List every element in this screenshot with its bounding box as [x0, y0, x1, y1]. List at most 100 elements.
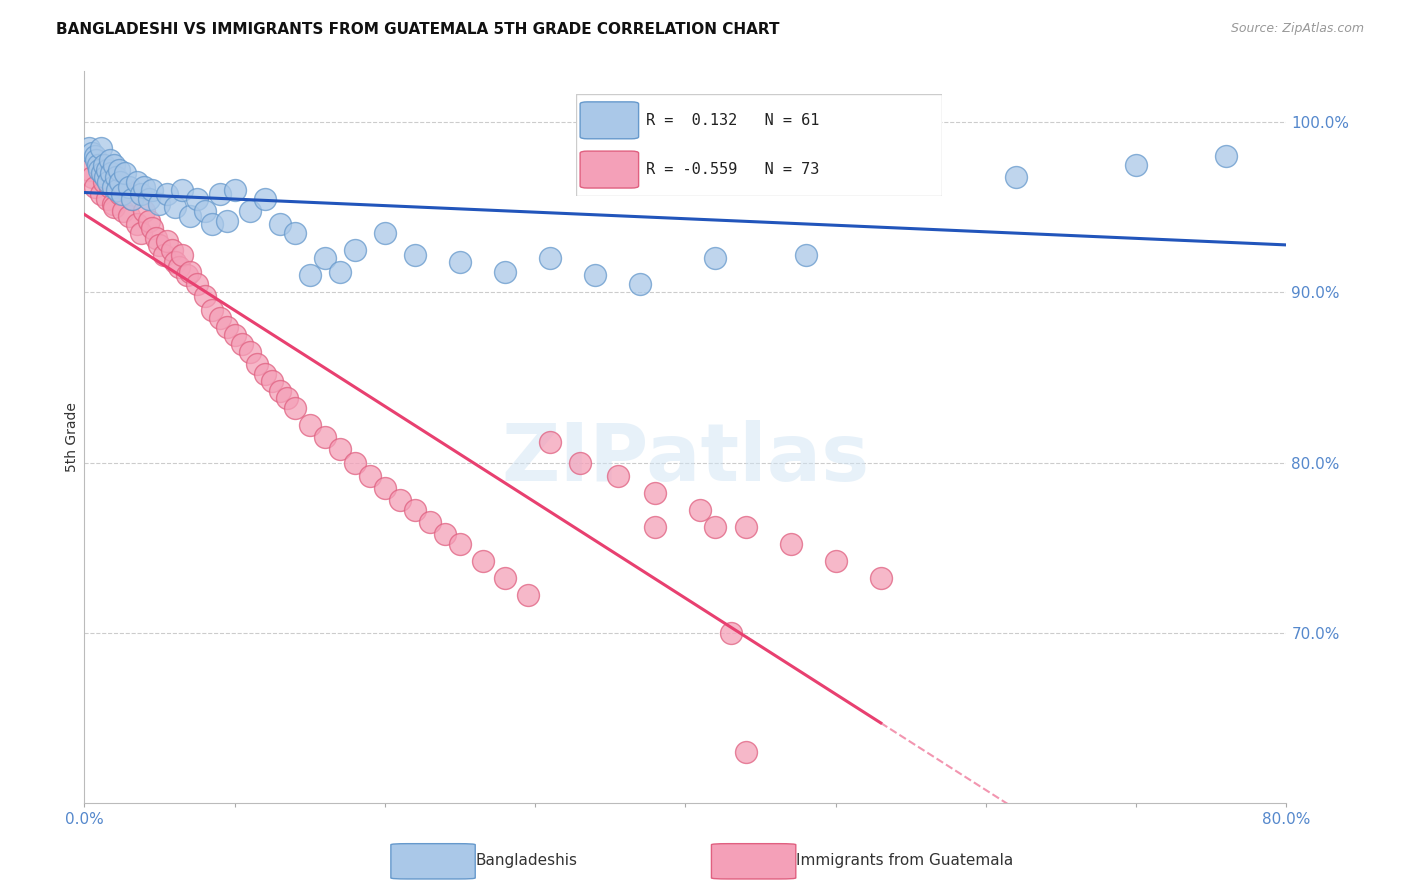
Point — [239, 203, 262, 218]
Point — [689, 503, 711, 517]
Point — [107, 175, 129, 189]
Point — [156, 186, 179, 201]
Point — [644, 520, 666, 534]
Point — [160, 243, 183, 257]
Point — [153, 248, 176, 262]
Point — [1005, 169, 1028, 184]
Point — [253, 367, 276, 381]
Point — [269, 218, 291, 232]
Point — [1125, 158, 1147, 172]
Point — [125, 218, 148, 232]
Point — [343, 243, 366, 257]
Point — [314, 252, 336, 266]
Point — [148, 197, 170, 211]
Point — [98, 180, 121, 194]
Point — [824, 554, 846, 568]
Point — [170, 248, 193, 262]
FancyBboxPatch shape — [581, 151, 638, 188]
Point — [538, 435, 561, 450]
Point — [419, 515, 441, 529]
Point — [87, 158, 110, 172]
Point — [179, 265, 201, 279]
Point — [343, 456, 366, 470]
Point — [89, 163, 111, 178]
Point — [239, 345, 262, 359]
Point — [118, 209, 141, 223]
Point — [224, 183, 246, 197]
Point — [208, 186, 231, 201]
Point — [83, 180, 105, 194]
Point — [176, 268, 198, 283]
Point — [103, 158, 125, 172]
Point — [434, 527, 457, 541]
Text: Source: ZipAtlas.com: Source: ZipAtlas.com — [1230, 22, 1364, 36]
Point — [494, 265, 516, 279]
FancyBboxPatch shape — [576, 94, 942, 196]
Point — [170, 183, 193, 197]
Point — [110, 186, 132, 201]
Point — [583, 268, 606, 283]
Point — [246, 357, 269, 371]
Point — [538, 252, 561, 266]
Point — [179, 209, 201, 223]
Text: Immigrants from Guatemala: Immigrants from Guatemala — [796, 854, 1014, 868]
Point — [186, 192, 208, 206]
Point — [87, 158, 110, 172]
FancyBboxPatch shape — [711, 844, 796, 879]
Text: ZIPatlas: ZIPatlas — [502, 420, 869, 498]
Point — [201, 218, 224, 232]
Point — [131, 226, 153, 240]
Point — [121, 192, 143, 206]
FancyBboxPatch shape — [391, 844, 475, 879]
Point — [134, 203, 156, 218]
Point — [86, 153, 108, 167]
Point — [104, 169, 127, 184]
Point — [494, 571, 516, 585]
Point — [90, 186, 112, 201]
Point — [97, 175, 120, 189]
Point — [471, 554, 494, 568]
Point — [80, 146, 103, 161]
Point — [404, 248, 426, 262]
FancyBboxPatch shape — [581, 102, 638, 139]
Point — [101, 197, 124, 211]
Point — [100, 166, 122, 180]
Point — [77, 141, 100, 155]
Point — [253, 192, 276, 206]
Point — [93, 175, 115, 189]
Point — [163, 255, 186, 269]
Point — [734, 745, 756, 759]
Point — [374, 481, 396, 495]
Point — [704, 252, 727, 266]
Point — [125, 175, 148, 189]
Y-axis label: 5th Grade: 5th Grade — [65, 402, 79, 472]
Point — [276, 391, 298, 405]
Point — [91, 166, 114, 180]
Point — [114, 166, 136, 180]
Point — [108, 163, 131, 178]
Point — [134, 180, 156, 194]
Text: R = -0.559   N = 73: R = -0.559 N = 73 — [645, 162, 820, 178]
Point — [720, 625, 742, 640]
Point — [101, 180, 124, 194]
Point — [103, 201, 125, 215]
Point — [516, 588, 538, 602]
Point — [284, 401, 307, 416]
Text: Bangladeshis: Bangladeshis — [475, 854, 578, 868]
Point — [148, 238, 170, 252]
Point — [374, 226, 396, 240]
Point — [628, 277, 651, 291]
Point — [208, 311, 231, 326]
Point — [704, 520, 727, 534]
Point — [224, 328, 246, 343]
Point — [284, 226, 307, 240]
Point — [404, 503, 426, 517]
Point — [606, 469, 628, 483]
Point — [794, 248, 817, 262]
Point — [96, 163, 118, 178]
Point — [115, 183, 138, 197]
Point — [110, 175, 132, 189]
Point — [83, 149, 105, 163]
Point — [314, 430, 336, 444]
Point — [141, 183, 163, 197]
